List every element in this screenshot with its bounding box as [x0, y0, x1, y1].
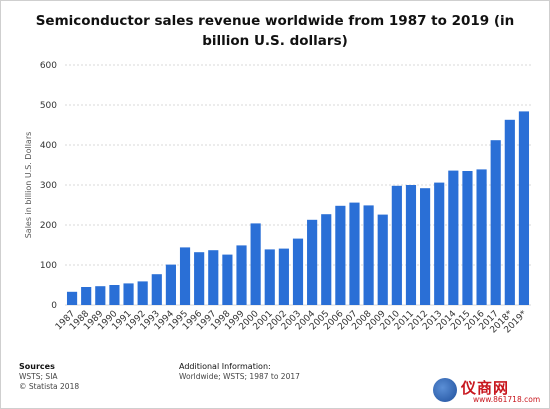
- bar: [321, 214, 332, 305]
- bar: [476, 169, 487, 305]
- bar: [278, 248, 289, 305]
- bar: [405, 185, 417, 305]
- bar: [363, 205, 374, 305]
- bar: [518, 111, 530, 306]
- bar: [490, 140, 501, 305]
- sources-block: Sources WSTS; SIA © Statista 2018: [19, 362, 79, 392]
- bar: [208, 250, 219, 305]
- copyright-line: © Statista 2018: [19, 382, 80, 391]
- bar: [335, 205, 346, 305]
- watermark-url: www.861718.com: [473, 395, 541, 404]
- bar: [165, 264, 176, 305]
- bar: [222, 254, 233, 305]
- watermark-globe-icon: [433, 378, 457, 402]
- bar: [109, 285, 120, 305]
- y-tick-label: 300: [40, 181, 57, 191]
- y-tick-label: 0: [51, 301, 57, 311]
- y-tick-label: 500: [40, 101, 57, 111]
- bar: [420, 188, 431, 305]
- y-tick-label: 100: [40, 261, 57, 271]
- bar: [264, 249, 275, 305]
- watermark-text: 仪商网: [461, 379, 510, 397]
- sources-line: WSTS; SIA: [19, 372, 58, 381]
- additional-info-line: Worldwide; WSTS; 1987 to 2017: [179, 372, 300, 381]
- y-tick-label: 200: [40, 221, 57, 231]
- bar: [292, 238, 304, 305]
- y-tick-label: 400: [40, 141, 57, 151]
- bar: [504, 119, 515, 305]
- bar: [123, 283, 134, 305]
- bar: [66, 291, 78, 305]
- bar: [448, 170, 459, 305]
- bar: [377, 214, 388, 305]
- bar: [194, 252, 205, 305]
- bar: [151, 274, 162, 305]
- bar: [462, 171, 473, 305]
- bar: [250, 223, 261, 305]
- bar: [349, 202, 360, 305]
- watermark-logo: 仪商网 www.861718.com: [433, 377, 543, 405]
- y-tick-label: 600: [40, 61, 57, 71]
- bar: [81, 287, 92, 305]
- bar: [179, 247, 191, 305]
- bar: [307, 219, 318, 305]
- sources-heading: Sources: [19, 362, 55, 371]
- chart-title: Semiconductor sales revenue worldwide fr…: [35, 13, 515, 49]
- bar: [391, 185, 402, 305]
- bar: [434, 182, 445, 305]
- bar: [95, 286, 106, 305]
- y-axis-label: Sales in billion U.S. Dollars: [24, 132, 33, 239]
- bar: [236, 245, 247, 305]
- additional-info-block: Additional Information: Worldwide; WSTS;…: [179, 362, 300, 382]
- additional-info-heading: Additional Information:: [179, 362, 271, 371]
- bar: [137, 281, 148, 305]
